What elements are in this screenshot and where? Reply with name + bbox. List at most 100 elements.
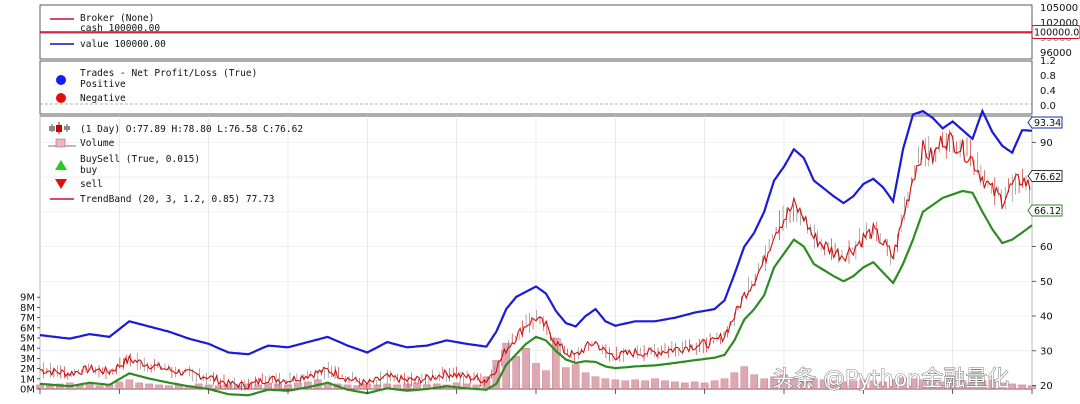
volume-bar-57 [601,378,610,390]
broker-value-tag-text: 100000.00 [1034,28,1080,39]
upper-band-tag: 93.34 [1027,116,1063,129]
broker-value-tag-box [1031,25,1080,39]
price-ytick-50: 50 [1040,277,1053,288]
volume-bar-65 [681,382,689,390]
broker-ytick-105000: 105000 [1040,3,1078,14]
volume-bar-50 [532,363,540,390]
trendband-upper-line [39,108,1033,356]
volume-bar-54 [571,364,580,390]
volume-bar-12 [155,384,163,390]
watermark-text: 头条 @Python金融量化 [772,367,1009,392]
broker-legend-cash: cash 100000.00 [80,23,160,34]
volume-bar-56 [591,376,600,390]
volume-bar-38 [413,382,421,390]
volume-bar-76 [790,377,798,390]
volume-ytick-7M: 7M [20,313,35,324]
volume-bar-32 [353,385,362,390]
negative-marker [56,93,66,103]
volume-bar-85 [879,381,887,390]
volume-bar-63 [661,380,669,390]
volume-bar-95 [978,380,987,390]
candlesticks [39,130,1030,391]
volume-bar-86 [889,379,897,390]
volume-bar-60 [631,379,639,390]
price-legend-trendband: TrendBand (20, 3, 1.2, 0.85) 77.73 [80,194,274,205]
trendband-lower-line [39,189,1033,397]
upper-band-tag-box [1027,116,1063,129]
price-legend-sell: sell [80,179,103,190]
volume-bar-96 [988,379,997,390]
volume-ytick-3M: 3M [20,354,35,365]
volume-bar-1 [46,385,54,390]
volume-bar-99 [1018,384,1026,390]
volume-bar-94 [968,381,977,390]
price-line [39,131,1031,390]
volume-bar-49 [522,348,530,390]
volume-legend-icon [48,138,76,148]
volume-bar-24 [274,383,282,390]
candle-legend-icon [49,122,70,134]
lower-band-tag-box [1027,204,1063,217]
volume-bar-90 [929,380,937,390]
broker-ytick-96000: 96000 [1040,48,1072,59]
volume-bar-78 [810,378,818,390]
x-axis-ticks [39,389,1033,394]
trades-legend: Trades - Net Profit/Loss (True) Positive… [56,68,257,104]
volume-bar-68 [710,380,719,390]
lower-band-tag-text: 66.12 [1034,206,1061,217]
trades-ytick-1.2: 1.2 [1040,56,1056,67]
volume-bar-11 [145,383,153,390]
volume-bar-79 [819,379,828,390]
volume-bar-0 [36,384,44,390]
volume-bar-82 [849,380,858,390]
volume-bar-67 [700,382,709,390]
price-legend-buysell: BuySell (True, 0.015) [80,154,200,165]
close-price-tag-box [1027,170,1063,182]
trades-ytick-0.4: 0.4 [1040,86,1056,97]
volume-bar-9 [125,379,134,390]
volume-ytick-2M: 2M [20,364,35,375]
volume-bar-37 [403,383,411,390]
volume-bar-80 [829,380,838,390]
price-ytick-30: 30 [1040,346,1053,357]
positive-marker [56,75,66,85]
broker-legend-title: Broker (None) [80,13,154,24]
volume-bar-51 [542,370,550,390]
trades-legend-title: Trades - Net Profit/Loss (True) [80,68,257,79]
price-legend-ohlc: (1 Day) O:77.89 H:78.80 L:76.58 C:76.62 [80,124,303,135]
close-price-tag: 76.62 [1027,170,1063,183]
volume-ytick-1M: 1M [20,374,35,385]
volume-bar-64 [671,381,679,390]
price-ytick-90: 90 [1040,138,1053,149]
volume-bar-62 [651,378,659,390]
volume-ytick-5M: 5M [20,334,35,345]
volume-bar-97 [998,382,1006,390]
broker-ytick-102000: 102000 [1040,18,1078,29]
price-ytick-60: 60 [1040,242,1053,253]
price-legend: (1 Day) O:77.89 H:78.80 L:76.58 C:76.62 … [48,122,303,205]
volume-bar-71 [740,366,749,390]
volume-bar-91 [938,381,947,390]
volume-bar-13 [165,385,173,390]
volume-bar-10 [135,382,144,390]
volume-ytick-8M: 8M [20,303,35,314]
volume-bar-69 [720,378,729,390]
trades-legend-positive: Positive [80,79,126,90]
watermark: 头条 @Python金融量化 [772,367,1010,393]
buy-marker-icon [55,160,67,170]
broker-legend-value: value 100000.00 [80,39,166,50]
volume-bar-93 [958,380,967,390]
lower-band-tag: 66.12 [1027,204,1063,217]
volume-bar-77 [800,379,808,390]
volume-bar-34 [373,384,382,390]
trades-legend-negative: Negative [80,93,126,104]
volume-bar-89 [919,379,927,390]
close-price-tag-text: 76.62 [1034,172,1061,183]
trades-y-axis: 1.2 0.8 0.4 0.0 [1040,56,1056,112]
price-legend-volume: Volume [80,138,115,149]
volume-bar-61 [641,380,649,390]
volume-bar-81 [839,381,848,390]
volume-ytick-9M: 9M [20,293,35,304]
